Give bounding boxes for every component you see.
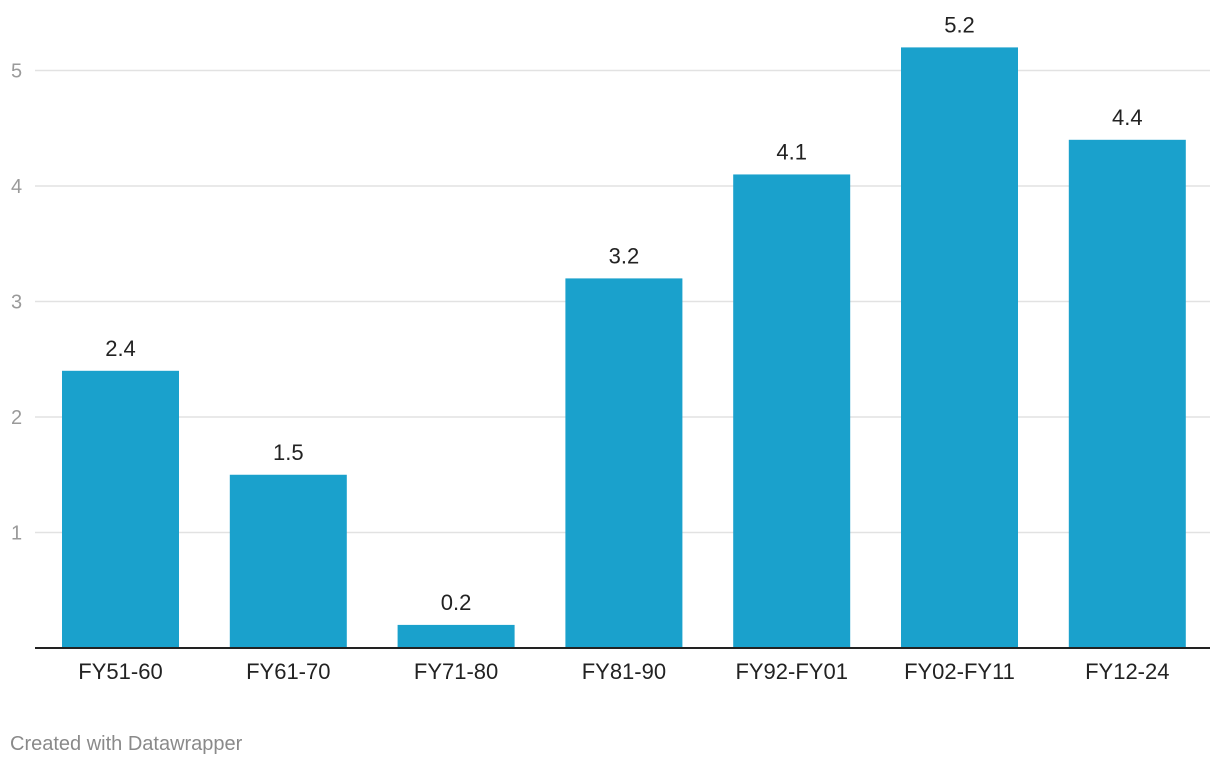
bar-value-label: 5.2 — [944, 12, 975, 37]
footer-credit: Created with Datawrapper — [10, 733, 243, 755]
bar — [397, 624, 515, 648]
x-axis-tick-labels: FY51-60 FY61-70 FY71-80 FY81-90 FY92-FY01 FY0… — [78, 659, 1169, 684]
bar — [733, 174, 851, 648]
bar-value-label: 3.2 — [609, 243, 640, 268]
y-tick-label: 5 — [11, 61, 22, 83]
bar-value-label: 0.2 — [441, 590, 472, 615]
bar-value-labels: 2.4 1.5 0.2 3.2 4.1 5.2 4.4 — [105, 12, 1142, 615]
x-tick-label: FY92-FY01 — [735, 659, 848, 684]
bar — [1068, 139, 1186, 649]
x-tick-label: FY71-80 — [414, 659, 498, 684]
bar — [565, 278, 683, 648]
bar-value-label: 4.1 — [776, 139, 807, 164]
x-tick-label: FY51-60 — [78, 659, 162, 684]
x-tick-label: FY12-24 — [1085, 659, 1169, 684]
y-tick-label: 1 — [11, 523, 22, 545]
bar-value-label: 4.4 — [1112, 105, 1143, 130]
x-tick-label: FY81-90 — [582, 659, 666, 684]
y-tick-label: 2 — [11, 407, 22, 429]
y-tick-label: 4 — [11, 176, 22, 198]
y-axis-tick-labels: 1 2 3 4 5 — [11, 61, 22, 545]
y-tick-label: 3 — [11, 292, 22, 314]
bar — [62, 370, 179, 648]
bar — [901, 47, 1018, 648]
bar — [229, 474, 347, 648]
x-tick-label: FY02-FY11 — [904, 659, 1015, 684]
x-tick-label: FY61-70 — [246, 659, 330, 684]
bar-value-label: 2.4 — [105, 336, 136, 361]
bars — [62, 47, 1186, 649]
bar-value-label: 1.5 — [273, 440, 304, 465]
